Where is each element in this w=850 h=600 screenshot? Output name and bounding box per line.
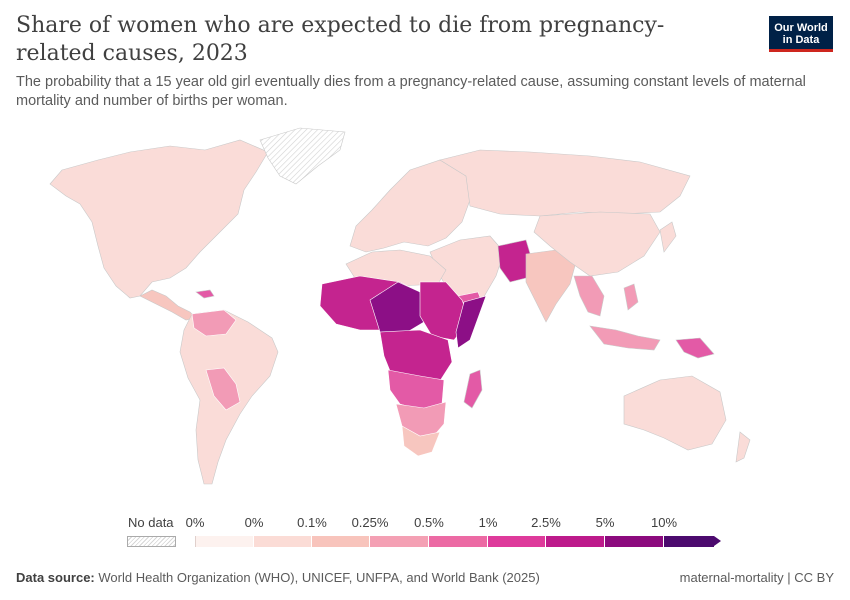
- region-venezuela-colombia[interactable]: [191, 309, 237, 337]
- world-map[interactable]: [0, 120, 850, 500]
- source-label: Data source:: [16, 570, 95, 585]
- legend-bin-6[interactable]: [488, 536, 546, 547]
- region-russia[interactable]: [439, 149, 691, 217]
- region-indonesia[interactable]: [589, 325, 661, 351]
- source-text[interactable]: World Health Organization (WHO), UNICEF,…: [98, 570, 540, 585]
- legend-bin-2[interactable]: [254, 536, 312, 547]
- legend-tick-4: 0.5%: [414, 515, 444, 530]
- region-caribbean[interactable]: [195, 289, 215, 299]
- footer-slug-license[interactable]: maternal-mortality | CC BY: [679, 570, 834, 585]
- footer-source: Data source: World Health Organization (…: [16, 570, 540, 585]
- legend-tick-0: 0%: [185, 515, 205, 530]
- region-north-america[interactable]: [49, 139, 269, 299]
- legend-bin-8[interactable]: [605, 536, 664, 547]
- legend-tick-2: 0.1%: [297, 515, 327, 530]
- legend-tick-3: 0.25%: [351, 515, 389, 530]
- legend-tick-6: 2.5%: [531, 515, 561, 530]
- region-greenland-no-data[interactable]: [259, 127, 346, 185]
- region-somalia[interactable]: [455, 295, 487, 349]
- region-australia[interactable]: [623, 375, 727, 451]
- legend-bin-3[interactable]: [312, 536, 370, 547]
- region-south-africa[interactable]: [401, 425, 441, 457]
- chart-title: Share of women who are expected to die f…: [16, 13, 665, 66]
- chart-subtitle: The probability that a 15 year old girl …: [16, 74, 806, 109]
- region-madagascar[interactable]: [463, 369, 483, 409]
- region-papua[interactable]: [675, 337, 715, 359]
- legend-bin-4[interactable]: [370, 536, 429, 547]
- legend-tick-1: 0%: [244, 515, 264, 530]
- legend-bin-7[interactable]: [546, 536, 605, 547]
- legend-tick-7: 5%: [595, 515, 615, 530]
- legend-bin-9[interactable]: [664, 536, 714, 547]
- owid-logo[interactable]: Our World in Data: [769, 16, 833, 52]
- legend-tick-5: 1%: [478, 515, 498, 530]
- legend-no-data-label: No data: [128, 515, 174, 530]
- region-central-america[interactable]: [139, 289, 197, 321]
- region-southeast-asia[interactable]: [573, 275, 605, 317]
- logo-line-1: Our World: [774, 21, 828, 34]
- region-europe[interactable]: [349, 159, 471, 253]
- region-bolivia-paraguay[interactable]: [205, 367, 241, 411]
- legend-bin-1[interactable]: [195, 536, 254, 547]
- legend-bin-5[interactable]: [429, 536, 488, 547]
- map-legend: No data 0% 0% 0.1% 0.25% 0.5% 1% 2.5% 5%…: [120, 515, 740, 555]
- logo-line-2: in Data: [782, 33, 820, 46]
- legend-tick-8: 10%: [650, 515, 678, 530]
- region-japan[interactable]: [659, 221, 677, 253]
- legend-arrow-icon: [714, 536, 721, 546]
- region-philippines[interactable]: [623, 283, 639, 311]
- legend-no-data-swatch[interactable]: [127, 536, 176, 547]
- region-china[interactable]: [533, 211, 661, 277]
- region-new-zealand[interactable]: [735, 431, 751, 463]
